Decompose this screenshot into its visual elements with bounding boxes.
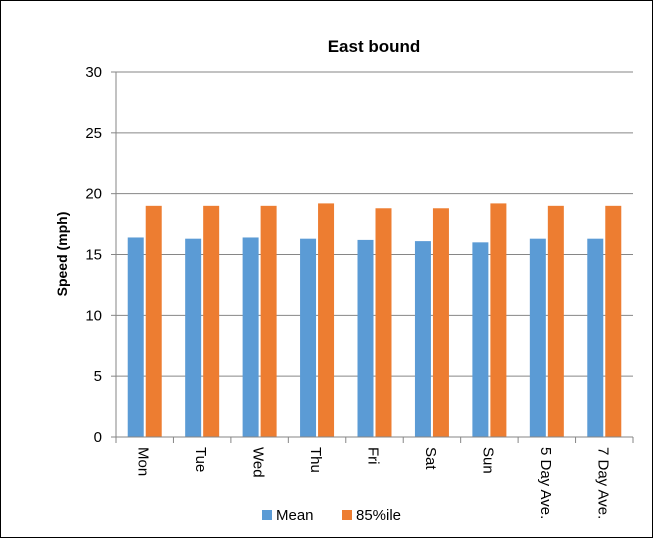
x-tick-label: Mon: [135, 447, 152, 476]
legend-swatch: [342, 510, 352, 520]
x-tick-label: 7 Day Ave.: [594, 447, 611, 519]
y-axis-label: Speed (mph): [54, 212, 70, 297]
bars: [127, 203, 622, 437]
bar-mean-5-day-ave-: [529, 238, 546, 437]
y-tick-label: 25: [85, 125, 102, 142]
bar-85pct-sat: [432, 208, 449, 437]
bar-85pct-7-day-ave-: [605, 205, 622, 437]
bar-mean-sat: [414, 241, 431, 437]
y-axis-ticks: 0 5 10 15 20 25 30: [85, 64, 117, 446]
bar-mean-mon: [127, 237, 144, 437]
bar-85pct-sun: [490, 203, 507, 437]
legend-label: 85%ile: [356, 507, 401, 524]
bar-mean-fri: [357, 239, 374, 437]
bar-85pct-mon: [145, 205, 162, 437]
bar-mean-tue: [185, 238, 202, 437]
x-tick-label: Tue: [192, 447, 209, 472]
x-tick-label: Thu: [307, 447, 324, 473]
bar-mean-thu: [300, 238, 317, 437]
x-tick-label: Fri: [365, 447, 382, 465]
gridlines: [116, 71, 633, 377]
x-tick-label: Wed: [250, 447, 267, 478]
bar-85pct-thu: [318, 203, 335, 437]
y-tick-label: 0: [94, 429, 102, 446]
bar-85pct-5-day-ave-: [547, 205, 564, 437]
bar-85pct-tue: [203, 205, 220, 437]
chart-title: East bound: [328, 37, 421, 56]
legend-swatch: [262, 510, 272, 520]
bar-85pct-fri: [375, 208, 392, 437]
y-tick-label: 30: [85, 64, 102, 81]
x-tick-label: Sun: [479, 447, 496, 474]
y-tick-label: 10: [85, 307, 102, 324]
x-axis-ticks: Mon Tue Wed Thu Fri Sat Sun 5 Day Ave. 7 Day Ave…: [135, 447, 612, 519]
legend-label: Mean: [276, 507, 314, 524]
y-tick-label: 5: [94, 368, 102, 385]
legend: Mean 85%ile: [262, 507, 401, 524]
y-tick-label: 15: [85, 247, 102, 264]
x-tick-label: Sat: [422, 447, 439, 470]
y-tick-label: 20: [85, 186, 102, 203]
bar-mean-sun: [472, 242, 489, 437]
bar-mean-7-day-ave-: [587, 238, 604, 437]
bar-85pct-wed: [260, 205, 277, 437]
x-axis: [115, 436, 634, 443]
bar-mean-wed: [242, 237, 259, 437]
x-tick-label: 5 Day Ave.: [537, 447, 554, 519]
